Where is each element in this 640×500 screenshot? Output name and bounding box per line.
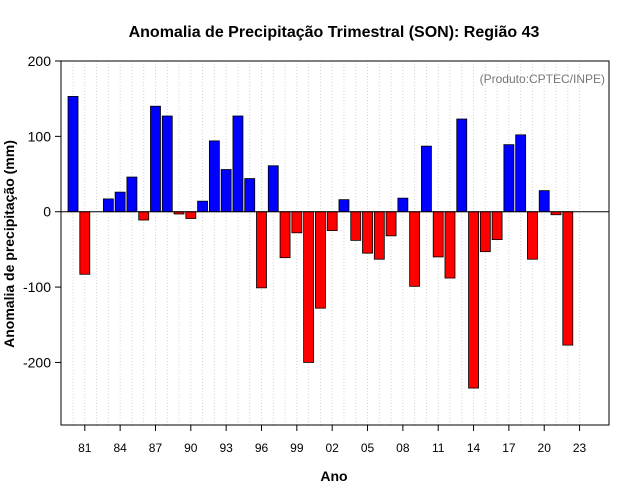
x-tick-label: 05	[361, 441, 375, 455]
bar-2005	[362, 211, 373, 254]
bar-2018	[515, 134, 527, 213]
x-tick-label: 20	[538, 441, 552, 455]
x-tick-label: 87	[149, 441, 163, 455]
bar-1993	[220, 169, 232, 213]
y-tick-label: 200	[28, 53, 52, 69]
x-tick-label: 84	[113, 441, 127, 455]
bar-1997	[267, 165, 279, 213]
bar-2020	[538, 190, 550, 213]
bar-2015	[479, 211, 491, 253]
bar-2022	[562, 211, 574, 346]
chart-title: Anomalia de Precipitação Trimestral (SON…	[129, 24, 540, 41]
bar-1988	[161, 115, 173, 213]
bar-1996	[256, 211, 267, 289]
bar-2016	[491, 211, 503, 241]
y-axis: 200 100 0 -100 -200	[23, 53, 61, 370]
x-tick-label: 23	[573, 441, 587, 455]
x-axis: 81 84 87 90 93 96 99 02 05 08 11 14 17 20 23	[78, 425, 587, 455]
x-tick-label: 14	[467, 441, 481, 455]
bar-2008	[397, 197, 409, 213]
bar-1995	[244, 178, 256, 213]
product-credit: (Produto:CPTEC/INPE)	[480, 72, 605, 86]
bar-2012	[444, 211, 456, 279]
x-tick-label: 81	[78, 441, 92, 455]
bar-2001	[314, 211, 326, 309]
grid-lines	[72, 61, 581, 425]
bar-2003	[338, 199, 350, 213]
bar-2010	[421, 145, 432, 213]
bar-2007	[385, 211, 397, 237]
bar-2006	[373, 211, 385, 260]
bar-1985	[126, 176, 138, 213]
bars	[67, 96, 574, 389]
bar-1980	[67, 96, 79, 213]
bar-1986	[138, 211, 150, 221]
x-tick-label: 08	[396, 441, 410, 455]
y-axis-title: Anomalia de precipitação (mm)	[1, 140, 17, 348]
bar-1983	[102, 198, 114, 213]
plot-frame	[60, 60, 610, 426]
bar-1987	[150, 105, 161, 213]
bar-2017	[503, 144, 515, 213]
bar-1990	[185, 211, 197, 219]
bar-1984	[114, 191, 126, 213]
x-tick-label: 11	[432, 441, 445, 455]
bar-1994	[232, 115, 244, 213]
y-tick-label: -200	[23, 354, 51, 370]
x-tick-label: 02	[326, 441, 340, 455]
bar-2011	[432, 211, 444, 258]
x-tick-label: 99	[290, 441, 304, 455]
bar-1992	[208, 140, 220, 213]
y-tick-label: 0	[43, 204, 51, 220]
x-tick-label: 17	[502, 441, 516, 455]
x-axis-title: Ano	[320, 468, 347, 484]
bar-2013	[456, 118, 468, 213]
x-tick-label: 90	[184, 441, 198, 455]
bar-1991	[197, 200, 209, 213]
bar-2019	[527, 211, 538, 260]
bar-1998	[279, 211, 291, 259]
y-tick-label: 100	[28, 128, 52, 144]
x-tick-label: 93	[219, 441, 233, 455]
x-tick-label: 96	[255, 441, 269, 455]
bar-1981	[79, 211, 91, 275]
bar-2004	[350, 211, 362, 241]
bar-2014	[468, 211, 479, 389]
bar-2000	[303, 211, 315, 363]
bar-2002	[326, 211, 338, 231]
bar-2009	[409, 211, 421, 287]
y-tick-label: -100	[23, 279, 51, 295]
bar-1999	[291, 211, 303, 234]
